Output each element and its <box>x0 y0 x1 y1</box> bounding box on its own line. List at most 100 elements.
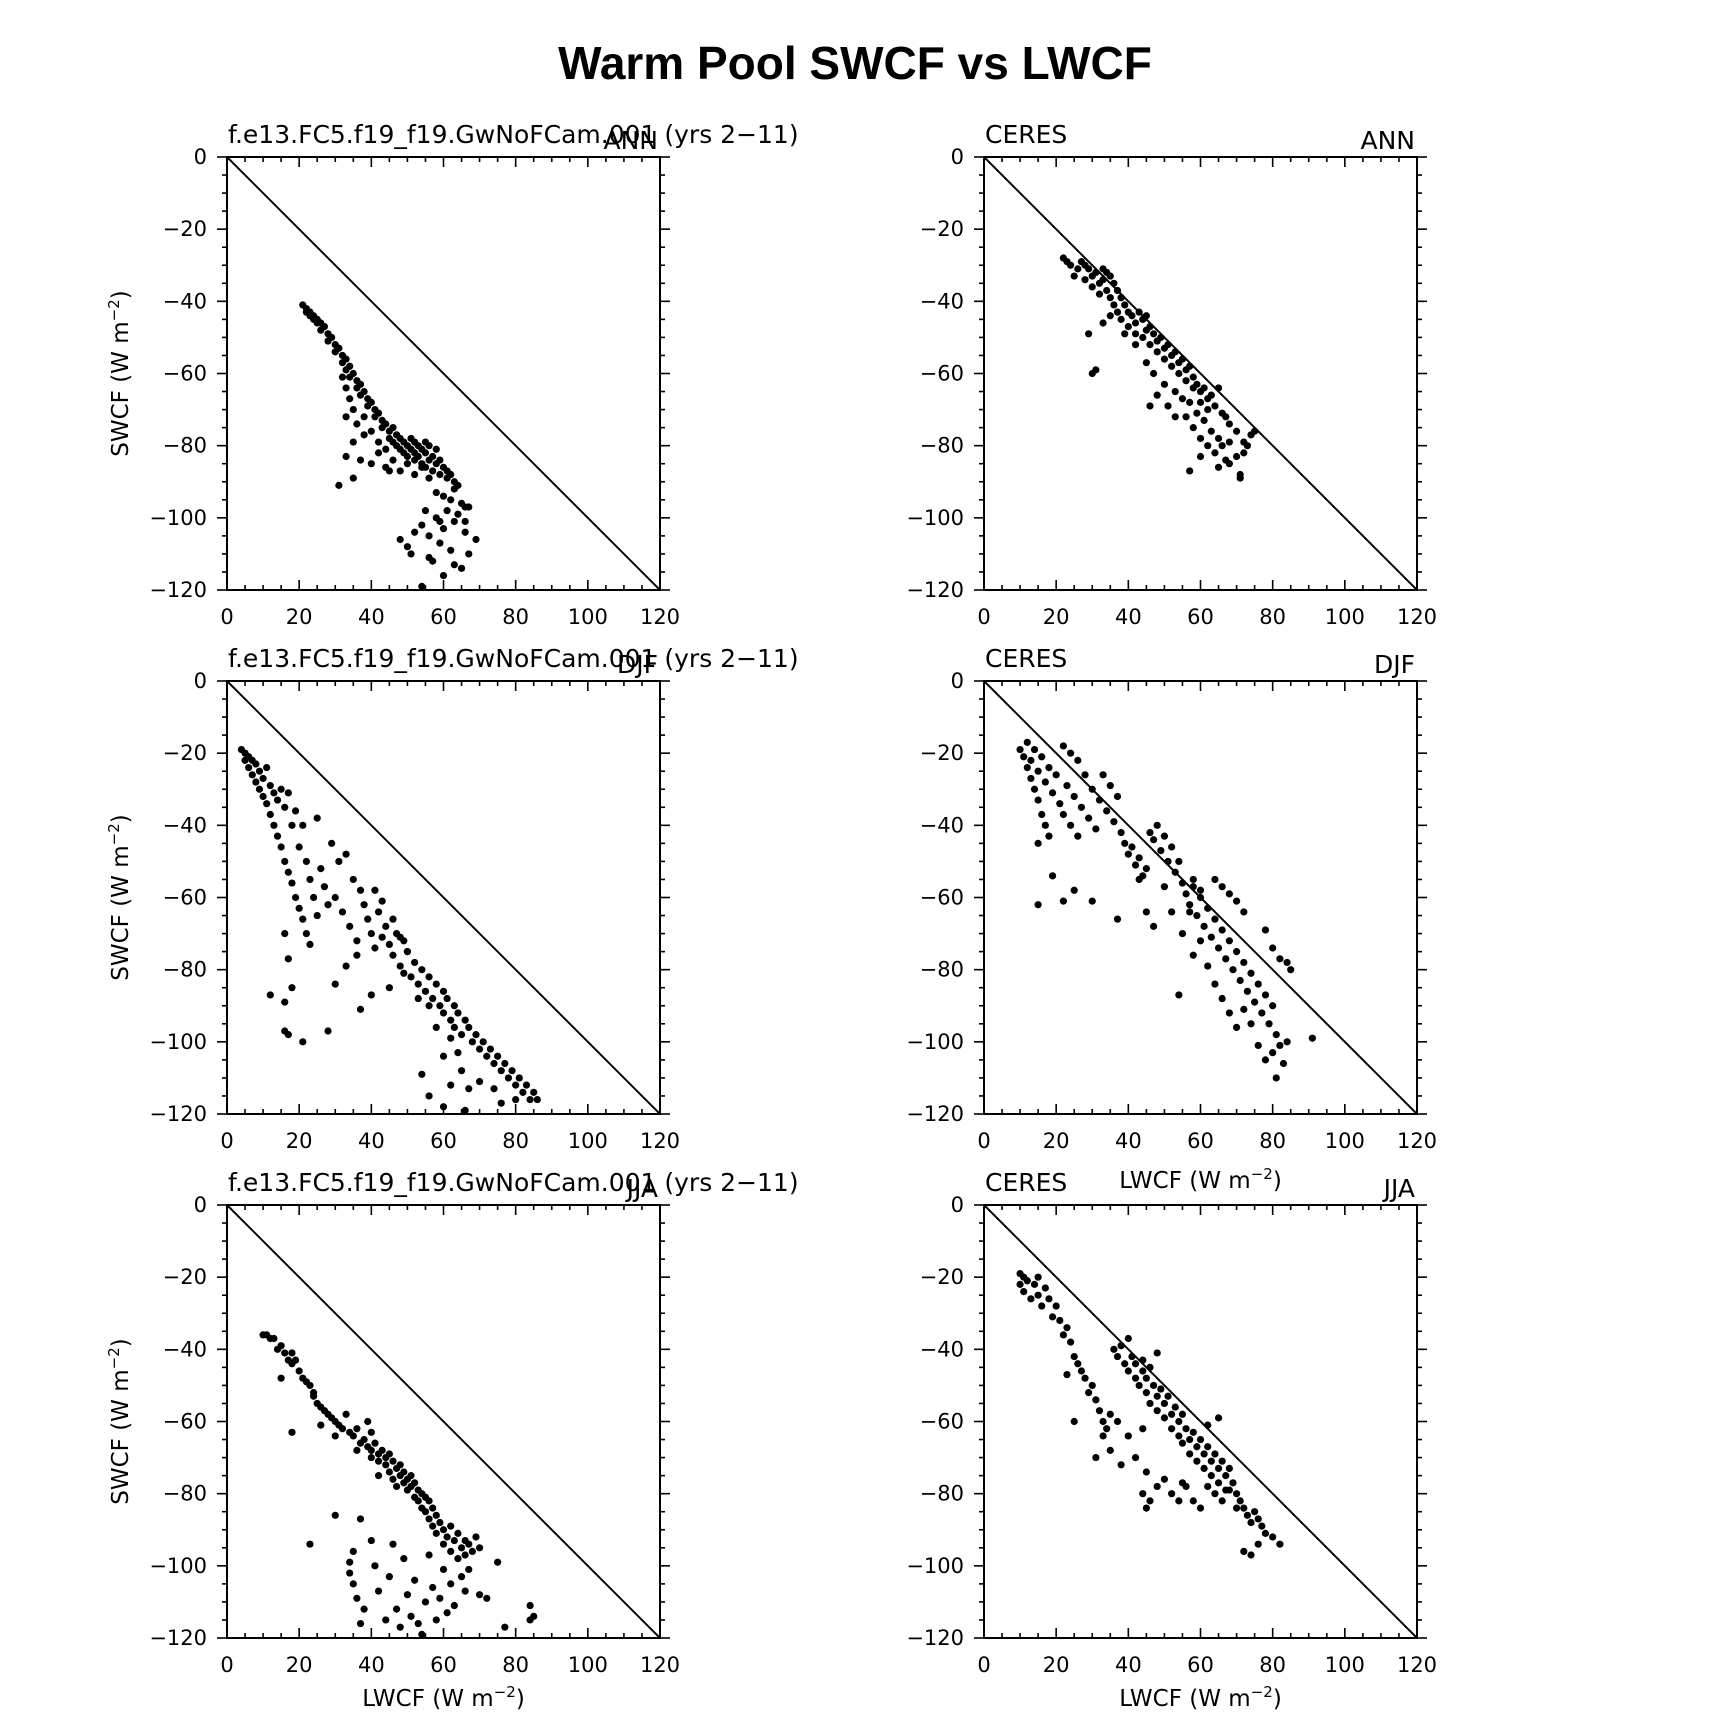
data-point <box>1178 1410 1187 1418</box>
data-point <box>465 1540 473 1548</box>
data-point <box>1085 265 1093 273</box>
data-point <box>320 322 329 331</box>
data-point <box>400 1468 408 1476</box>
y-tick-label: −20 <box>920 741 964 765</box>
data-point <box>389 1475 397 1483</box>
data-point <box>1088 897 1096 905</box>
data-point <box>310 1392 318 1400</box>
data-point <box>374 1472 383 1480</box>
data-point <box>1193 911 1201 920</box>
data-point <box>288 879 296 887</box>
data-point <box>382 1616 390 1624</box>
data-point <box>1106 294 1114 302</box>
y-tick-label: −80 <box>163 958 207 982</box>
data-point <box>328 333 336 342</box>
data-point <box>432 980 440 988</box>
data-point <box>1149 922 1158 930</box>
data-point <box>389 456 397 464</box>
data-point <box>1124 850 1132 858</box>
data-point <box>429 994 437 1003</box>
data-point <box>1261 1529 1270 1537</box>
data-point <box>1157 1385 1165 1393</box>
data-point <box>461 528 469 536</box>
data-point <box>356 1619 365 1628</box>
data-point <box>1240 908 1248 916</box>
data-point <box>1160 1399 1169 1408</box>
data-point <box>1149 1381 1158 1390</box>
data-point <box>392 1605 401 1613</box>
data-point <box>1099 276 1107 284</box>
data-point <box>450 517 458 526</box>
data-point <box>1034 796 1042 804</box>
data-point <box>1157 333 1165 342</box>
data-point <box>1063 1370 1071 1379</box>
data-point <box>414 980 422 988</box>
y-tick-label: −20 <box>163 1265 207 1289</box>
x-tick-label: 20 <box>286 1653 313 1677</box>
data-point <box>1023 1277 1031 1285</box>
data-point <box>1211 915 1219 923</box>
data-point <box>432 1616 440 1624</box>
y-tick-label: 0 <box>951 1193 964 1217</box>
data-point <box>403 460 412 468</box>
data-point <box>306 875 314 884</box>
data-point <box>432 1023 440 1031</box>
data-point <box>1106 1410 1114 1418</box>
data-point <box>382 445 390 453</box>
data-point <box>281 998 289 1006</box>
y-tick-label: 0 <box>194 1193 207 1217</box>
x-tick-label: 120 <box>640 1653 680 1677</box>
data-point <box>349 1547 357 1555</box>
data-point <box>1168 1490 1176 1498</box>
data-point <box>1254 1540 1262 1548</box>
data-point <box>447 470 455 479</box>
reference-line <box>226 1204 661 1639</box>
data-point <box>270 789 278 797</box>
data-point <box>1074 1360 1082 1368</box>
data-point <box>454 1049 462 1057</box>
data-point <box>432 1511 440 1519</box>
data-point <box>400 969 408 977</box>
reference-line <box>226 156 661 591</box>
data-point <box>1168 1410 1176 1418</box>
data-point <box>349 1432 357 1440</box>
data-point <box>1207 1472 1215 1480</box>
y-tick-label: −120 <box>149 578 207 602</box>
data-point <box>414 994 422 1003</box>
data-point <box>1139 1425 1147 1433</box>
data-point <box>291 807 300 815</box>
data-point <box>1186 467 1194 475</box>
data-point <box>1113 1417 1122 1426</box>
data-point <box>1016 1280 1024 1288</box>
data-point <box>429 1522 437 1530</box>
data-point <box>295 1367 303 1375</box>
data-point <box>1175 991 1183 999</box>
data-point <box>1207 427 1215 435</box>
x-tick-label: 0 <box>977 1653 990 1677</box>
panel-left-title: CERES <box>985 120 1067 149</box>
data-point <box>421 449 430 457</box>
data-point <box>1077 1367 1086 1375</box>
data-point <box>443 1533 451 1541</box>
data-point <box>1045 764 1053 772</box>
data-point <box>353 1594 361 1602</box>
y-tick-label: −80 <box>920 958 964 982</box>
data-point <box>1189 875 1197 884</box>
data-point <box>367 991 375 999</box>
data-point <box>457 1067 466 1075</box>
data-point <box>490 1059 498 1068</box>
data-point <box>1229 966 1237 974</box>
data-point <box>1048 789 1057 797</box>
data-point <box>1149 836 1158 844</box>
data-point <box>1214 1479 1223 1487</box>
data-point <box>1186 901 1194 909</box>
data-point <box>367 1536 375 1545</box>
data-point <box>349 474 357 482</box>
data-point <box>259 774 267 783</box>
data-point <box>374 438 383 446</box>
data-point <box>1106 272 1114 280</box>
data-point <box>295 904 303 912</box>
y-tick-label: 0 <box>951 145 964 169</box>
data-point <box>1232 1023 1241 1031</box>
